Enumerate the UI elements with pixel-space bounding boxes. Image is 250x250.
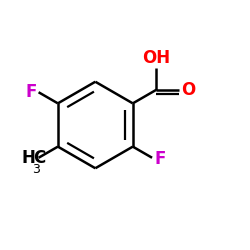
Text: F: F — [154, 150, 166, 168]
Text: C: C — [33, 149, 46, 168]
Text: 3: 3 — [32, 163, 40, 176]
Text: H: H — [21, 149, 35, 168]
Text: O: O — [182, 81, 196, 99]
Text: F: F — [26, 82, 37, 100]
Text: OH: OH — [142, 48, 171, 66]
